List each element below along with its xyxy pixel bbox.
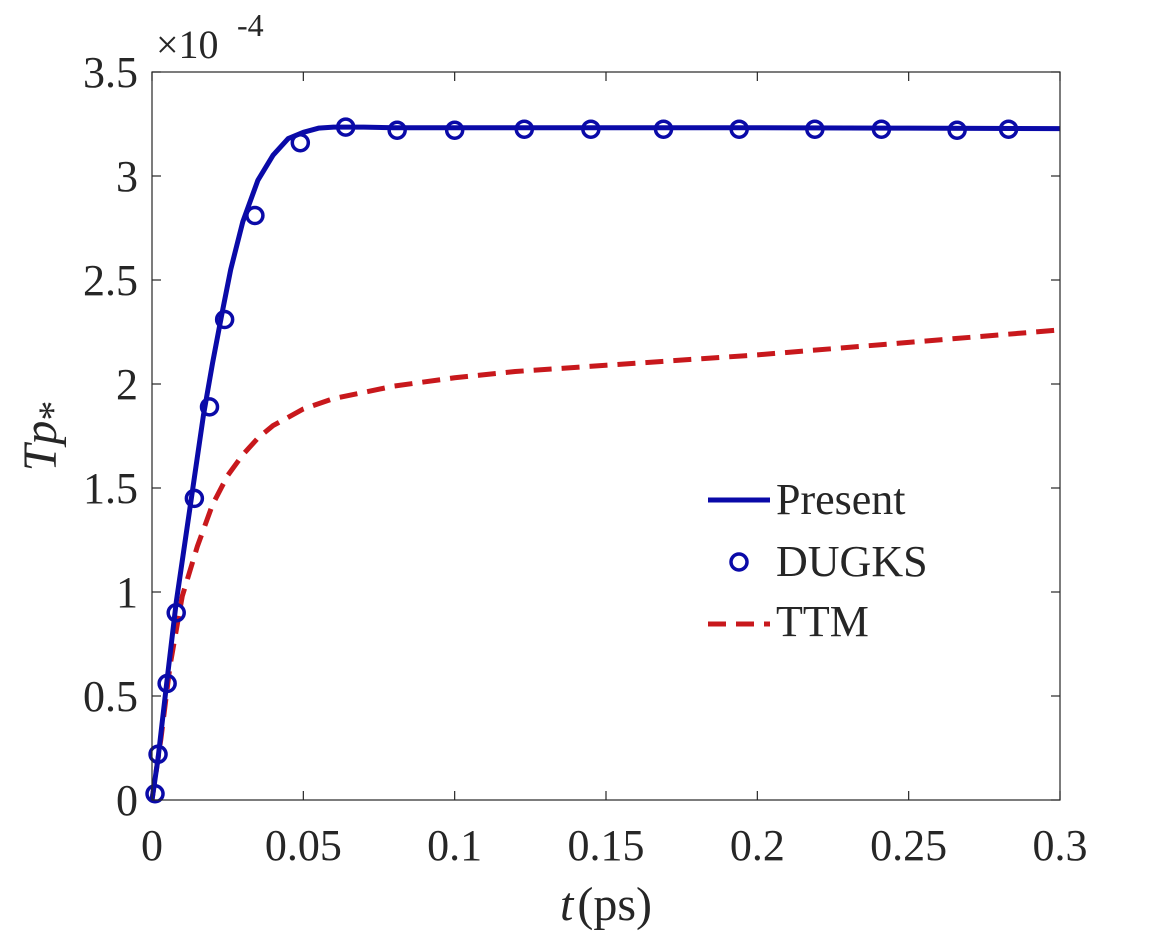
dugks-point xyxy=(335,117,356,137)
x-tick-label: 0.2 xyxy=(730,821,785,870)
dugks-point xyxy=(184,488,205,509)
x-tick-label: 0.05 xyxy=(265,821,342,870)
dugks-point xyxy=(245,205,265,226)
legend-dugks-label: DUGKS xyxy=(776,537,928,586)
y-multiplier-base: ×10 xyxy=(156,22,219,67)
y-multiplier-exponent: -4 xyxy=(237,7,264,43)
dugks-point xyxy=(581,119,601,139)
y-tick-label: 1 xyxy=(116,568,138,617)
y-tick-label: 1.5 xyxy=(83,464,138,513)
tick-labels: 0 0.05 0.1 0.15 0.2 0.25 0.3 0 0.5 1 1.5 2 2.5 3 3.5 xyxy=(83,48,1088,870)
y-tick-label: 0 xyxy=(116,776,138,825)
dugks-point xyxy=(148,744,168,764)
x-tick-label: 0.3 xyxy=(1033,821,1088,870)
plot-area xyxy=(152,72,1060,800)
dugks-point xyxy=(998,119,1019,139)
y-axis-variable: Tp xyxy=(14,421,67,472)
dugks-point xyxy=(387,120,407,140)
dugks-point xyxy=(214,309,235,330)
x-axis-unit: (ps) xyxy=(577,878,652,931)
dugks-point xyxy=(947,120,967,140)
x-axis-variable: t xyxy=(560,878,575,931)
y-tick-label: 3.5 xyxy=(83,48,138,97)
x-axis-title: t(ps) xyxy=(560,878,652,931)
dugks-point xyxy=(199,397,220,417)
dugks-point xyxy=(166,603,186,623)
x-tick-label: 0.25 xyxy=(870,821,947,870)
y-axis-title: Tp* xyxy=(14,401,75,472)
dugks-point xyxy=(157,673,177,694)
dugks-point xyxy=(871,119,892,139)
y-axis-subscript: * xyxy=(30,401,75,421)
plot-frame xyxy=(151,71,1061,801)
series-layer xyxy=(145,117,1061,804)
x-tick-label: 0 xyxy=(141,821,163,870)
dugks-point xyxy=(805,119,825,139)
legend-dugks-swatch xyxy=(729,552,749,572)
legend-ttm-label: TTM xyxy=(776,597,869,646)
y-tick-label: 3 xyxy=(116,152,138,201)
x-tick-label: 0.15 xyxy=(568,821,645,870)
y-tick-label: 2 xyxy=(116,360,138,409)
dugks-point xyxy=(514,119,535,139)
present-line xyxy=(149,124,1061,801)
y-tick-label: 0.5 xyxy=(83,672,138,721)
dugks-point xyxy=(729,119,749,139)
y-tick-label: 2.5 xyxy=(83,256,138,305)
legend: Present DUGKS TTM xyxy=(708,475,928,646)
ttm-line xyxy=(149,327,1061,801)
legend-present-label: Present xyxy=(776,475,906,524)
dugks-point xyxy=(653,119,674,139)
x-tick-label: 0.1 xyxy=(427,821,482,870)
dugks-point xyxy=(290,132,311,153)
dugks-point xyxy=(145,784,165,804)
dugks-point xyxy=(444,120,465,140)
